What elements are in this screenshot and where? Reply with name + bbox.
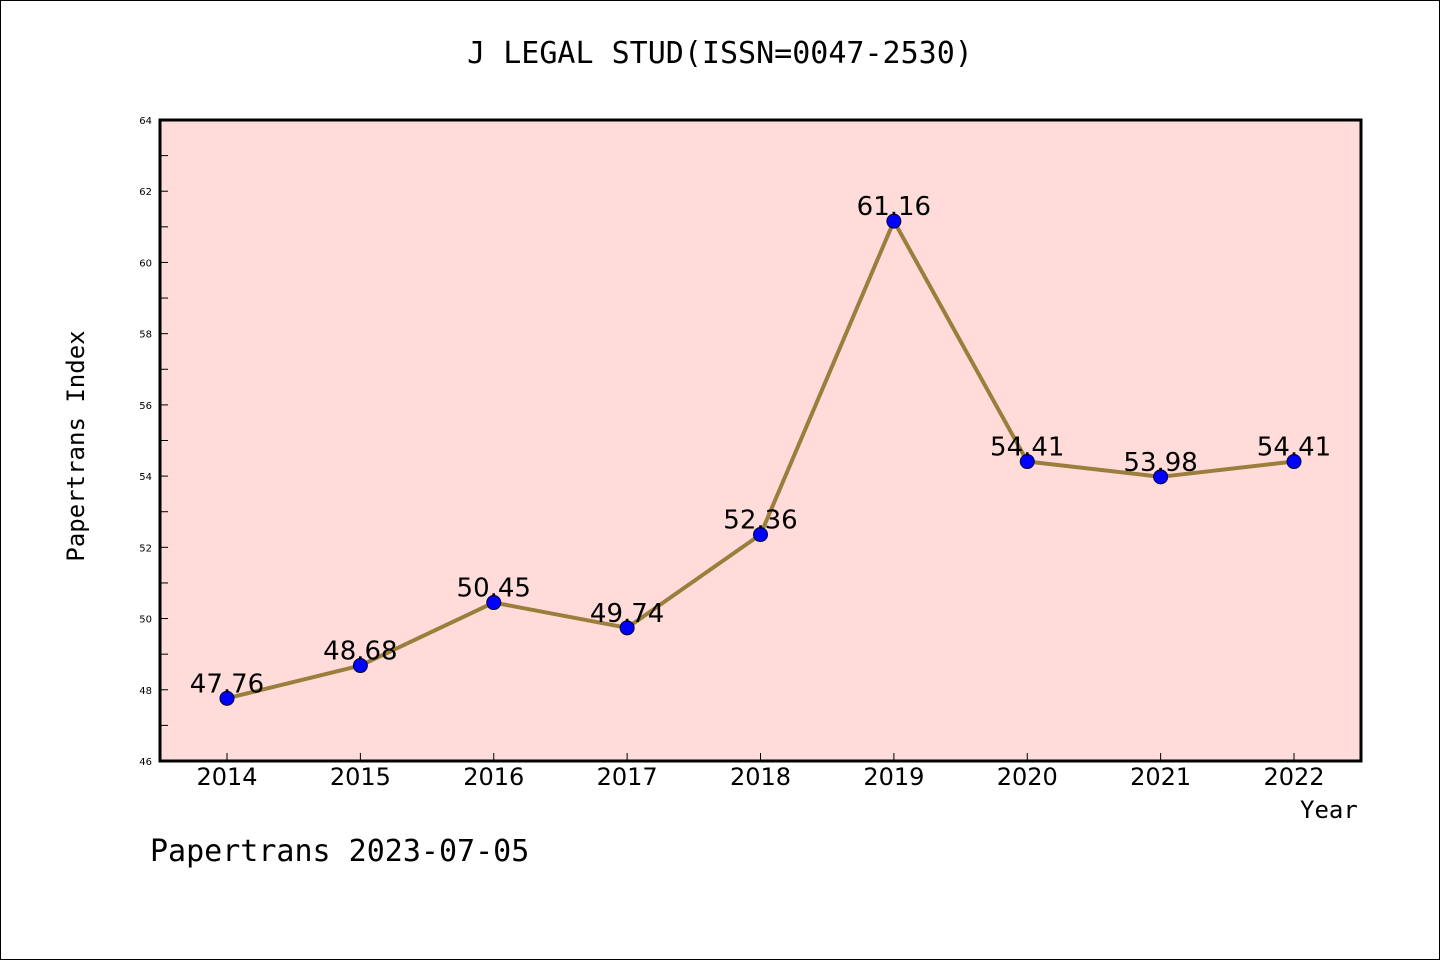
data-label: 49.74 xyxy=(590,599,664,629)
data-point xyxy=(1153,469,1169,485)
data-point xyxy=(219,690,235,706)
y-tick-label: 64 xyxy=(139,116,152,127)
data-label: 54.41 xyxy=(990,433,1064,463)
x-tick-label: 2020 xyxy=(997,763,1058,791)
x-tick-label: 2021 xyxy=(1130,763,1191,791)
data-point xyxy=(486,595,502,611)
x-tick-label: 2018 xyxy=(730,763,791,791)
y-tick-label: 60 xyxy=(139,258,152,269)
data-point xyxy=(753,527,768,543)
data-label: 54.41 xyxy=(1257,433,1331,463)
y-tick-label: 54 xyxy=(139,472,152,483)
y-tick-label: 46 xyxy=(139,757,152,768)
x-tick-label: 2022 xyxy=(1263,763,1324,791)
data-point xyxy=(619,620,635,636)
data-point xyxy=(1286,454,1302,470)
x-tick-label: 2019 xyxy=(863,763,924,791)
x-tick-label: 2014 xyxy=(196,763,257,791)
y-tick-label: 58 xyxy=(139,330,152,341)
footer-credit: Papertrans 2023-07-05 xyxy=(150,834,530,869)
data-point xyxy=(1019,454,1035,470)
data-label: 48.68 xyxy=(323,637,397,667)
y-tick-label: 52 xyxy=(139,543,152,554)
y-tick-label: 56 xyxy=(139,401,152,412)
plot-border xyxy=(158,118,1363,763)
x-tick-label: 2015 xyxy=(330,763,391,791)
x-tick-label: 2017 xyxy=(597,763,658,791)
plot-area xyxy=(160,120,1361,761)
data-label: 52.36 xyxy=(723,506,797,536)
data-label: 50.45 xyxy=(457,574,531,604)
y-tick-label: 48 xyxy=(139,686,152,697)
data-label: 61.16 xyxy=(857,192,931,222)
data-label: 47.76 xyxy=(190,669,264,699)
data-point xyxy=(352,658,368,674)
data-point xyxy=(886,213,902,229)
x-tick-label: 2016 xyxy=(463,763,524,791)
x-axis-label: Year xyxy=(1300,796,1358,824)
chart-title: J LEGAL STUD(ISSN=0047-2530) xyxy=(467,36,973,71)
data-label: 53.98 xyxy=(1123,448,1197,478)
y-tick-label: 50 xyxy=(139,615,152,626)
y-tick-label: 62 xyxy=(139,187,152,198)
